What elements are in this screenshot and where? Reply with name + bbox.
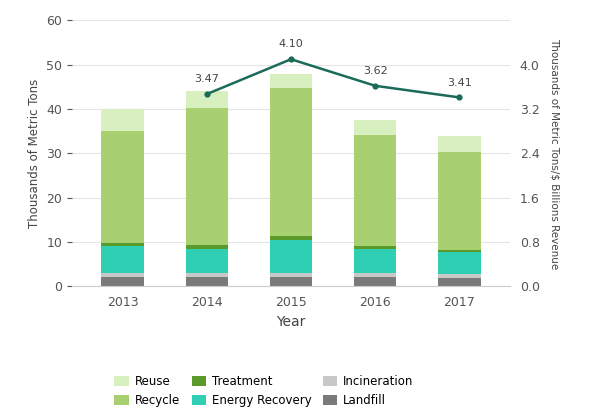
Bar — [354, 246, 396, 249]
Bar — [439, 153, 481, 250]
Bar — [101, 246, 143, 273]
Bar — [270, 74, 312, 88]
Bar — [270, 273, 312, 277]
Bar — [101, 131, 143, 243]
Text: 4.10: 4.10 — [278, 40, 304, 49]
Bar — [354, 120, 396, 135]
Bar — [439, 274, 481, 278]
Bar — [270, 277, 312, 286]
Bar — [270, 88, 312, 236]
Bar — [439, 136, 481, 153]
Bar — [270, 240, 312, 273]
Bar — [186, 249, 228, 273]
Bar — [439, 252, 481, 274]
X-axis label: Year: Year — [277, 315, 305, 328]
Bar — [186, 108, 228, 245]
Y-axis label: Thousands of Metric Tons: Thousands of Metric Tons — [28, 79, 41, 228]
Bar — [101, 109, 143, 131]
Text: 3.41: 3.41 — [447, 78, 472, 88]
Bar — [439, 278, 481, 286]
Text: 3.62: 3.62 — [363, 66, 388, 76]
Bar — [186, 273, 228, 277]
Bar — [354, 277, 396, 286]
Text: 3.47: 3.47 — [194, 74, 219, 84]
Bar — [101, 277, 143, 286]
Bar — [439, 250, 481, 252]
Bar — [354, 249, 396, 273]
Y-axis label: Thousands of Metric Tons/$ Billions Revenue: Thousands of Metric Tons/$ Billions Reve… — [549, 38, 559, 269]
Bar — [186, 245, 228, 249]
Bar — [101, 273, 143, 277]
Bar — [354, 273, 396, 277]
Bar — [186, 277, 228, 286]
Bar — [354, 135, 396, 246]
Bar — [186, 91, 228, 108]
Bar — [101, 243, 143, 246]
Legend: Reuse, Recycle, Treatment, Energy Recovery, Incineration, Landfill: Reuse, Recycle, Treatment, Energy Recove… — [115, 375, 413, 407]
Bar — [270, 236, 312, 240]
